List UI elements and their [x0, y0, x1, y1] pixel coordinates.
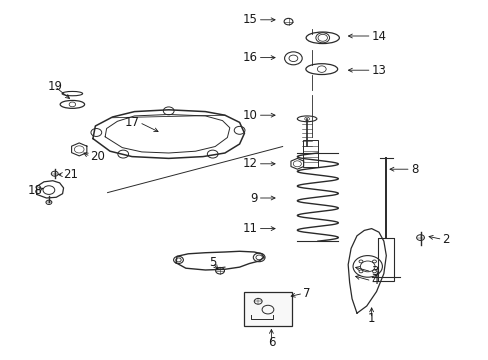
Text: 20: 20: [90, 150, 105, 163]
Text: 14: 14: [371, 30, 386, 42]
Text: 9: 9: [250, 192, 257, 204]
Text: 15: 15: [243, 13, 257, 26]
Text: 8: 8: [410, 163, 417, 176]
Text: 10: 10: [243, 109, 257, 122]
Text: 3: 3: [371, 265, 378, 278]
Text: 17: 17: [124, 116, 139, 129]
Bar: [378, 238, 393, 281]
Text: 6: 6: [267, 336, 275, 349]
Text: 7: 7: [303, 287, 310, 300]
Text: 1: 1: [367, 312, 375, 325]
Text: 19: 19: [47, 80, 62, 93]
Text: 2: 2: [442, 233, 449, 246]
Text: 18: 18: [28, 184, 42, 197]
Bar: [302, 140, 318, 167]
Text: 12: 12: [242, 157, 257, 170]
Text: 11: 11: [242, 222, 257, 235]
Text: 21: 21: [63, 168, 79, 181]
Text: 4: 4: [371, 274, 378, 287]
Bar: [243, 292, 292, 326]
Text: 13: 13: [371, 64, 386, 77]
Text: 16: 16: [242, 51, 257, 64]
Text: 5: 5: [208, 256, 216, 269]
